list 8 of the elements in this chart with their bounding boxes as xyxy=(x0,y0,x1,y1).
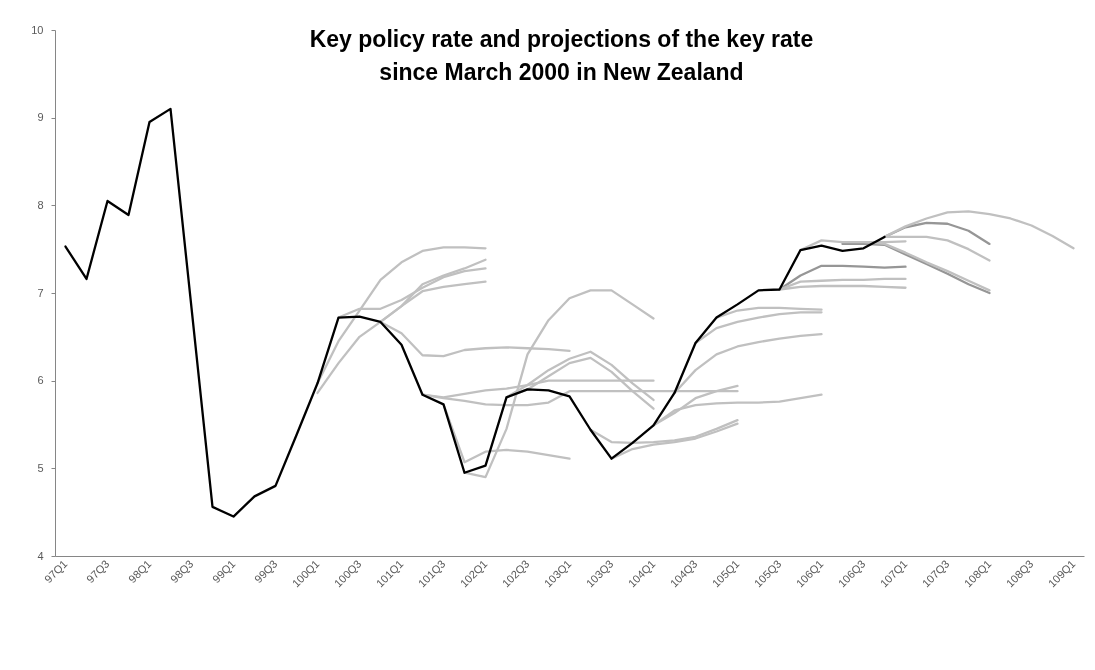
y-tick-label: 7 xyxy=(37,286,44,299)
y-tick-label: 8 xyxy=(37,198,44,211)
text: Key policy rate and projections of the key rate since March 2000 in New Zealand xyxy=(309,26,814,85)
y-tick-label: 9 xyxy=(37,111,44,124)
y-tick-label: 4 xyxy=(37,549,44,562)
y-tick-label: 6 xyxy=(37,374,44,387)
y-tick-label: 10 xyxy=(31,23,44,36)
y-tick-label: 5 xyxy=(37,461,44,474)
